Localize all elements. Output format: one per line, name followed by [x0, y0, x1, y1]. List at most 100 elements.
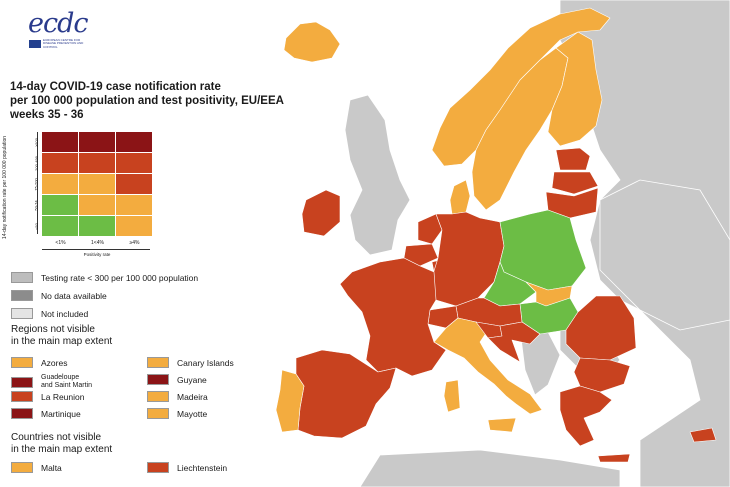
- country-swatch: [11, 462, 33, 473]
- region-france: [339, 257, 447, 377]
- legend-matrix: 14-day notification rate per 100 000 pop…: [0, 125, 170, 265]
- legend-testing-label: Testing rate < 300 per 100 000 populatio…: [41, 272, 199, 283]
- legend-not-included: Not included: [11, 308, 88, 319]
- region-iceland: [283, 21, 341, 63]
- matrix-cell-0-0: [42, 132, 78, 152]
- legend-testing: Testing rate < 300 per 100 000 populatio…: [11, 272, 198, 283]
- region-label: Guyane: [177, 374, 207, 385]
- region-latvia: [551, 171, 599, 195]
- matrix-y-tick: 50-74: [30, 195, 42, 216]
- region-label: La Reunion: [41, 391, 85, 402]
- matrix-y-tick: <50: [30, 216, 42, 237]
- matrix-y-tick-label: ≥500: [33, 138, 39, 147]
- region-legend-item: Martinique: [11, 408, 81, 419]
- region-legend-item: Azores: [11, 357, 67, 368]
- region-estonia: [555, 147, 591, 171]
- matrix-cell-3-1: [79, 195, 115, 215]
- countries-heading-line-2: in the main map extent: [11, 444, 113, 455]
- matrix-cell-1-2: [116, 153, 152, 173]
- region-label: Madeira: [177, 391, 208, 402]
- logo-subtitle: EUROPEAN CENTRE FOR DISEASE PREVENTION A…: [43, 38, 84, 49]
- title-line-1: 14-day COVID-19 case notification rate: [10, 81, 221, 93]
- matrix-cell-2-2: [116, 174, 152, 194]
- matrix-x-ticks: <1% 1<4% ≥4%: [42, 240, 153, 246]
- regions-heading: Regions not visible in the main map exte…: [11, 324, 112, 348]
- matrix-cell-2-1: [79, 174, 115, 194]
- countries-heading-line-1: Countries not visible: [11, 432, 102, 443]
- region-legend-item: La Reunion: [11, 391, 84, 402]
- matrix-cell-3-2: [116, 195, 152, 215]
- matrix-y-tick: 200-499: [30, 153, 42, 174]
- region-netherlands: [417, 213, 443, 245]
- matrix-x-axis: [42, 249, 150, 250]
- region-swatch: [147, 374, 169, 385]
- region-greece: [559, 385, 613, 447]
- legend-no-data: No data available: [11, 290, 107, 301]
- region-swatch: [147, 357, 169, 368]
- matrix-cell-2-0: [42, 174, 78, 194]
- region-belgium: [403, 243, 439, 267]
- region-cyprus: [689, 427, 717, 443]
- matrix-y-tick-label: 75-200: [33, 178, 39, 191]
- matrix-x-tick-label: <1%: [55, 240, 66, 246]
- region-label: Martinique: [41, 408, 81, 419]
- country-legend-item: Liechtenstein: [147, 462, 227, 473]
- matrix-cell-0-2: [116, 132, 152, 152]
- region-sicily: [487, 417, 517, 433]
- matrix-cell-1-0: [42, 153, 78, 173]
- regions-heading-line-2: in the main map extent: [11, 336, 113, 347]
- matrix-x-tick-label: ≥4%: [129, 240, 140, 246]
- legend-not-included-label: Not included: [41, 308, 89, 319]
- matrix-y-tick-label: <50: [33, 223, 39, 230]
- matrix-y-ticks: ≥500 200-499 75-200 50-74 <50: [30, 132, 42, 237]
- region-legend-item: Madeira: [147, 391, 208, 402]
- region-label: Mayotte: [177, 408, 208, 419]
- matrix-y-axis-label: 14-day notification rate per 100 000 pop…: [2, 135, 8, 240]
- region-legend-item: Guadeloupe and Saint Martin: [11, 374, 92, 390]
- matrix-y-tick: 75-200: [30, 174, 42, 195]
- matrix-x-axis-label: Positivity rate: [83, 252, 111, 257]
- matrix-cell-0-1: [79, 132, 115, 152]
- map-title: 14-day COVID-19 case notification rate p…: [10, 80, 330, 122]
- region-label: Azores: [41, 357, 68, 368]
- matrix-grid: [42, 132, 152, 236]
- region-sardinia: [443, 379, 461, 413]
- matrix-x-tick-label: 1<4%: [91, 240, 104, 246]
- region-legend-item: Mayotte: [147, 408, 207, 419]
- matrix-cell-1-1: [79, 153, 115, 173]
- region-legend-item: Guyane: [147, 374, 207, 385]
- region-finland: [547, 31, 603, 147]
- matrix-y-tick-label: 200-499: [33, 156, 39, 171]
- swatch-testing: [11, 272, 33, 283]
- swatch-not-included: [11, 308, 33, 319]
- title-line-2: per 100 000 population and test positivi…: [10, 95, 284, 107]
- region-ireland: [301, 189, 341, 237]
- logo-wordmark: ecdc: [28, 8, 89, 39]
- countries-heading: Countries not visible in the main map ex…: [11, 432, 112, 456]
- region-swatch: [11, 376, 33, 388]
- region-denmark: [449, 179, 471, 215]
- matrix-y-tick-label: 50-74: [33, 200, 39, 211]
- swatch-no-data: [11, 290, 33, 301]
- region-swatch: [11, 408, 33, 419]
- region-label: Guadeloupe and Saint Martin: [41, 374, 92, 389]
- matrix-y-axis: [37, 132, 38, 234]
- eu-flag-icon: [29, 40, 41, 48]
- matrix-y-tick: ≥500: [30, 132, 42, 153]
- matrix-cell-4-1: [79, 216, 115, 236]
- eu-countries: [275, 7, 717, 463]
- matrix-cell-4-0: [42, 216, 78, 236]
- region-bulgaria: [573, 357, 631, 393]
- country-label: Malta: [41, 462, 62, 473]
- region-swatch: [11, 391, 33, 402]
- ecdc-logo: ecdc EUROPEAN CENTRE FOR DISEASE PREVENT…: [28, 6, 89, 54]
- region-swatch: [11, 357, 33, 368]
- region-crete: [597, 453, 631, 463]
- region-swatch: [147, 391, 169, 402]
- matrix-cell-4-2: [116, 216, 152, 236]
- region-romania: [565, 295, 637, 361]
- country-label: Liechtenstein: [177, 462, 228, 473]
- region-label: Canary Islands: [177, 357, 234, 368]
- title-line-3: weeks 35 - 36: [10, 109, 84, 121]
